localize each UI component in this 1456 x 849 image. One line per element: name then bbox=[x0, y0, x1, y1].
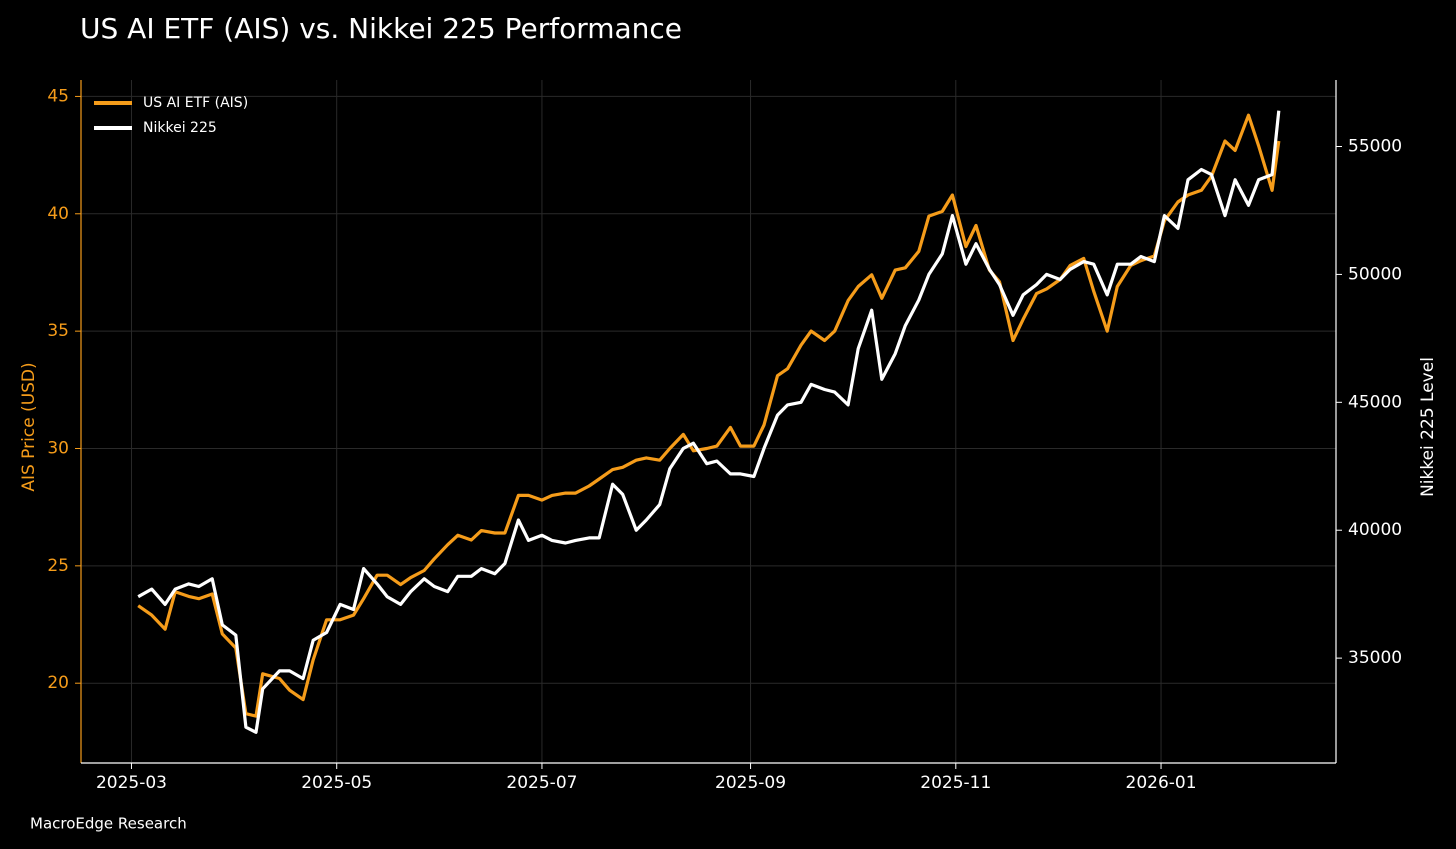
y-tick-label: 45 bbox=[47, 86, 69, 106]
x-tick-label: 2025-11 bbox=[920, 773, 991, 793]
data-line bbox=[137, 113, 1281, 718]
x-tick-label: 2025-05 bbox=[301, 773, 372, 793]
y-tick-label: 30 bbox=[47, 438, 69, 458]
y-tick-label: 35 bbox=[47, 321, 69, 341]
legend-label: Nikkei 225 bbox=[143, 120, 217, 136]
y2-tick-label: 35000 bbox=[1348, 648, 1402, 668]
y-axis-label: AIS Price (USD) bbox=[19, 362, 39, 491]
legend-label: US AI ETF (AIS) bbox=[143, 95, 248, 111]
x-tick-label: 2026-01 bbox=[1126, 773, 1197, 793]
source-note: MacroEdge Research bbox=[30, 815, 187, 833]
x-tick-label: 2025-03 bbox=[96, 773, 167, 793]
y-tick-label: 20 bbox=[47, 673, 69, 693]
y2-axis-label: Nikkei 225 Level bbox=[1418, 357, 1438, 497]
y2-tick-label: 50000 bbox=[1348, 264, 1402, 284]
x-tick-label: 2025-09 bbox=[715, 773, 786, 793]
y2-tick-label: 40000 bbox=[1348, 520, 1402, 540]
chart-title: US AI ETF (AIS) vs. Nikkei 225 Performan… bbox=[80, 12, 682, 45]
y-tick-label: 40 bbox=[47, 204, 69, 224]
y2-tick-label: 45000 bbox=[1348, 392, 1402, 412]
y-tick-label: 25 bbox=[47, 556, 69, 576]
data-line bbox=[137, 110, 1281, 734]
y2-tick-label: 55000 bbox=[1348, 137, 1402, 157]
x-tick-label: 2025-07 bbox=[506, 773, 577, 793]
